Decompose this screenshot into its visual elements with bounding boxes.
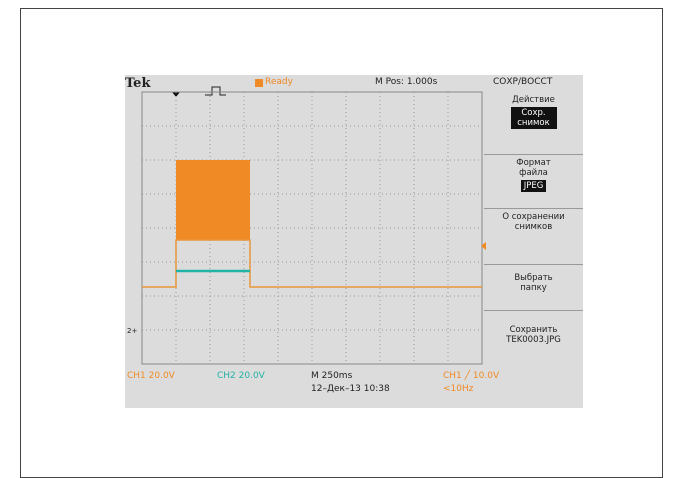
- trigger-icon: [205, 87, 226, 95]
- menu-value: Сохр. снимок: [511, 107, 557, 129]
- menu-value: JPEG: [521, 180, 547, 192]
- page: Tek Ready M Pos: 1.000s СОХР/ВОССТ 2+ Де…: [0, 0, 683, 463]
- menu-item[interactable]: О сохранении снимков: [484, 208, 583, 264]
- menu-label: Действие: [512, 95, 555, 105]
- run-icon: [255, 79, 263, 87]
- menu: Действие Сохр. снимок Формат файла JPEG О …: [484, 92, 583, 367]
- menu-label: Выбрать папку: [509, 273, 559, 293]
- menu-label: Сохранить TEK0003.JPG: [494, 325, 574, 345]
- ch1-burst: [176, 160, 250, 240]
- ch2-scale: CH2 20.0V: [217, 371, 265, 381]
- menu-item[interactable]: Формат файла JPEG: [484, 154, 583, 208]
- ch1-scale: CH1 20.0V: [127, 371, 175, 381]
- menu-item[interactable]: Выбрать папку: [484, 264, 583, 310]
- trigger: CH1 ╱ 10.0V: [443, 371, 499, 381]
- timebase: M 250ms: [311, 371, 352, 381]
- frequency: <10Hz: [443, 384, 474, 394]
- menu-label: Формат файла: [514, 158, 554, 178]
- menu-label: О сохранении снимков: [499, 212, 569, 232]
- datetime: 12–Дек–13 10:38: [311, 384, 390, 394]
- menu-item[interactable]: Сохранить TEK0003.JPG: [484, 310, 583, 367]
- ch1-trace: [142, 240, 482, 287]
- menu-item[interactable]: Действие Сохр. снимок: [484, 92, 583, 154]
- scope-screen: Tek Ready M Pos: 1.000s СОХР/ВОССТ 2+ Де…: [125, 75, 583, 408]
- ch2-marker: 2+: [127, 327, 137, 335]
